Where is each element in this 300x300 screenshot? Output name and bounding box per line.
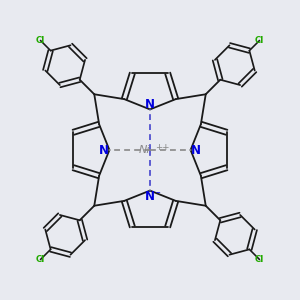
Text: Cl: Cl bbox=[255, 255, 264, 264]
Text: Ni: Ni bbox=[139, 145, 151, 155]
Text: N: N bbox=[145, 98, 155, 111]
Text: ⁻: ⁻ bbox=[156, 190, 161, 199]
Text: Cl: Cl bbox=[36, 255, 45, 264]
Text: N: N bbox=[99, 143, 109, 157]
Text: N: N bbox=[145, 190, 155, 203]
Text: ++: ++ bbox=[155, 142, 169, 152]
Text: N: N bbox=[191, 143, 201, 157]
Text: Cl: Cl bbox=[36, 36, 45, 45]
Text: Cl: Cl bbox=[255, 36, 264, 45]
